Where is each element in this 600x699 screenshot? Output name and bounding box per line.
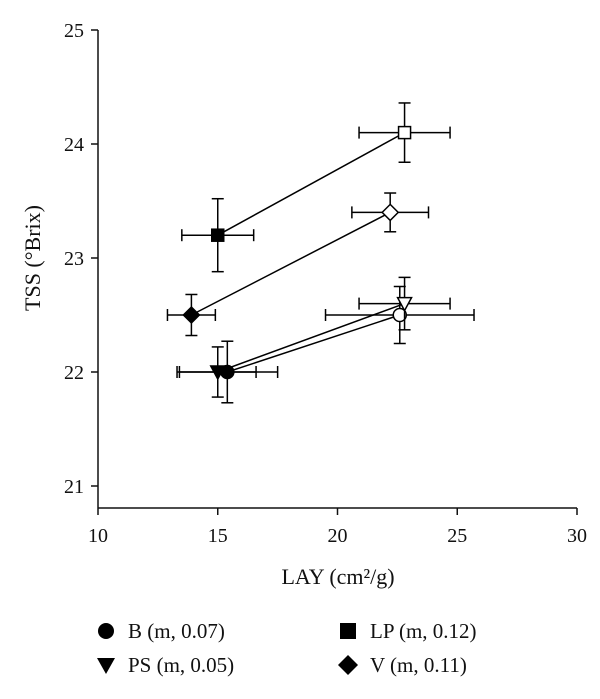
legend-label: V (m, 0.11) <box>370 652 467 677</box>
diamond-marker <box>182 305 201 325</box>
triangle-down-marker-icon <box>97 658 115 674</box>
y-tick-label: 21 <box>64 476 84 498</box>
series-line <box>191 211 391 316</box>
square-marker <box>397 125 412 140</box>
y-tick-label: 24 <box>64 134 84 156</box>
legend-label: B (m, 0.07) <box>128 618 225 643</box>
series-line <box>227 314 401 373</box>
legend-label: LP (m, 0.12) <box>370 618 477 643</box>
square-marker <box>211 228 225 242</box>
triangle-down-marker <box>396 296 413 313</box>
chart-marks <box>166 102 475 404</box>
x-tick-label: 10 <box>88 525 108 547</box>
square-marker-icon <box>340 623 356 639</box>
y-axis-label: TSS (°Brix) <box>20 205 45 311</box>
x-tick-label: 20 <box>328 525 348 547</box>
diamond-marker <box>381 203 400 222</box>
x-tick-label: 30 <box>567 525 587 547</box>
x-tick-label: 15 <box>208 525 228 547</box>
series-square <box>181 102 451 273</box>
series-diamond <box>166 192 430 337</box>
legend-item-ps: PS (m, 0.05) <box>96 650 234 680</box>
diamond-marker-icon <box>338 655 358 675</box>
legend-item-v: V (m, 0.11) <box>338 650 467 680</box>
y-tick-label: 22 <box>64 362 84 384</box>
y-tick-label: 25 <box>64 20 84 42</box>
x-axis-label: LAY (cm²/g) <box>281 564 394 589</box>
circle-marker <box>392 307 408 323</box>
legend-item-lp: LP (m, 0.12) <box>338 616 477 646</box>
legend-item-b: B (m, 0.07) <box>96 616 225 646</box>
series-triangle-down <box>178 276 451 398</box>
series-line <box>217 302 405 373</box>
series-line <box>217 131 405 236</box>
triangle-down-marker <box>209 365 227 381</box>
legend: B (m, 0.07) LP (m, 0.12) PS (m, 0.05) V … <box>0 600 600 699</box>
x-tick-label: 25 <box>447 525 467 547</box>
legend-label: PS (m, 0.05) <box>128 652 235 677</box>
axes: 10 15 20 25 30 21 22 23 24 25 <box>64 20 587 547</box>
y-tick-label: 23 <box>64 248 84 270</box>
circle-marker-icon <box>98 623 114 639</box>
